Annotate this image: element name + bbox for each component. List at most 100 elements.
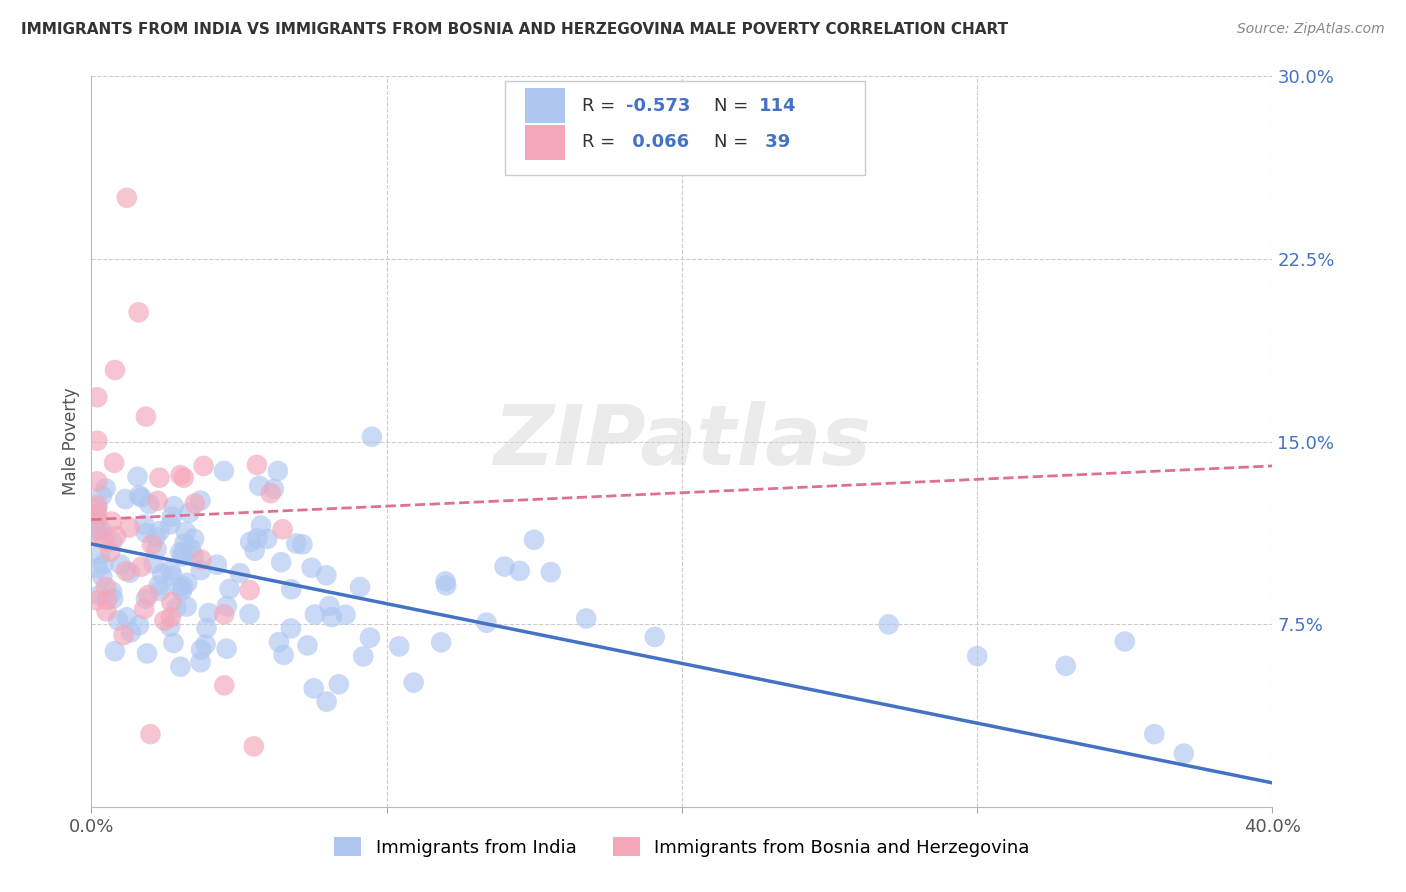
Text: IMMIGRANTS FROM INDIA VS IMMIGRANTS FROM BOSNIA AND HERZEGOVINA MALE POVERTY COR: IMMIGRANTS FROM INDIA VS IMMIGRANTS FROM… <box>21 22 1008 37</box>
Point <box>160 509 183 524</box>
Point <box>86 498 108 512</box>
Point <box>149 524 172 538</box>
Point <box>190 642 212 657</box>
Text: -0.573: -0.573 <box>627 97 690 115</box>
Point <box>115 610 138 624</box>
Point <box>115 564 138 578</box>
Point <box>134 602 156 616</box>
Point <box>180 541 202 556</box>
Point <box>214 678 236 692</box>
Point <box>86 507 108 521</box>
Point <box>131 559 153 574</box>
Point <box>90 523 112 537</box>
Point <box>162 568 184 582</box>
Point <box>110 558 132 572</box>
Point <box>280 622 302 636</box>
Point <box>285 536 308 550</box>
Point <box>103 456 125 470</box>
Point <box>297 639 319 653</box>
Point <box>104 644 127 658</box>
Point <box>388 640 411 654</box>
Point <box>260 486 283 500</box>
Text: R =: R = <box>582 97 620 115</box>
Point <box>194 637 217 651</box>
Point <box>150 566 173 581</box>
Point <box>434 574 457 589</box>
Point <box>169 545 191 559</box>
Point <box>267 464 290 478</box>
Point <box>131 491 153 505</box>
Point <box>86 561 108 575</box>
Text: N =: N = <box>714 97 754 115</box>
Point <box>190 552 212 566</box>
Point <box>162 636 184 650</box>
Point <box>197 606 219 620</box>
Point <box>190 655 212 669</box>
Point <box>128 305 150 319</box>
Point <box>1143 727 1166 741</box>
Point <box>159 517 181 532</box>
Point <box>86 593 108 607</box>
Point <box>1114 634 1136 648</box>
Point <box>148 578 170 592</box>
Point <box>86 390 108 404</box>
Point <box>141 537 163 551</box>
Point <box>127 469 149 483</box>
Point <box>159 619 181 633</box>
Point <box>523 533 546 547</box>
Point <box>246 531 269 545</box>
Point <box>273 648 295 662</box>
Point <box>86 522 108 536</box>
Point <box>128 489 150 503</box>
Point <box>352 649 374 664</box>
Point <box>98 545 121 559</box>
Point <box>494 559 516 574</box>
Point <box>267 635 290 649</box>
Point <box>243 543 266 558</box>
Point <box>315 695 337 709</box>
Point <box>179 506 201 520</box>
Point <box>146 493 169 508</box>
Point <box>239 583 262 598</box>
Point <box>167 580 190 594</box>
Point <box>195 621 218 635</box>
Point <box>183 549 205 564</box>
Point <box>91 558 114 572</box>
Point <box>89 548 111 562</box>
FancyBboxPatch shape <box>524 88 565 123</box>
Point <box>101 591 124 606</box>
Point <box>575 611 598 625</box>
Point <box>112 628 135 642</box>
Point <box>173 536 195 550</box>
Point <box>430 635 453 649</box>
Point <box>243 739 266 754</box>
Text: 39: 39 <box>759 134 790 152</box>
Point <box>136 647 159 661</box>
Point <box>247 479 270 493</box>
Point <box>101 534 124 549</box>
Text: 0.066: 0.066 <box>627 134 689 152</box>
Text: N =: N = <box>714 134 754 152</box>
Point <box>148 471 170 485</box>
Point <box>159 610 181 624</box>
Point <box>86 524 108 538</box>
Point <box>183 532 205 546</box>
Point <box>218 582 240 596</box>
Point <box>263 482 285 496</box>
Point <box>174 524 197 539</box>
Point <box>335 607 357 622</box>
Point <box>145 530 167 544</box>
Point <box>86 512 108 526</box>
Point <box>271 522 294 536</box>
Point <box>402 675 425 690</box>
Point <box>94 481 117 495</box>
Text: ZIPatlas: ZIPatlas <box>494 401 870 482</box>
Point <box>105 529 128 543</box>
Point <box>91 489 114 503</box>
Point <box>318 599 340 613</box>
Point <box>280 582 302 597</box>
Point <box>238 607 260 621</box>
Point <box>644 630 666 644</box>
Point <box>215 641 238 656</box>
Point <box>434 578 457 592</box>
